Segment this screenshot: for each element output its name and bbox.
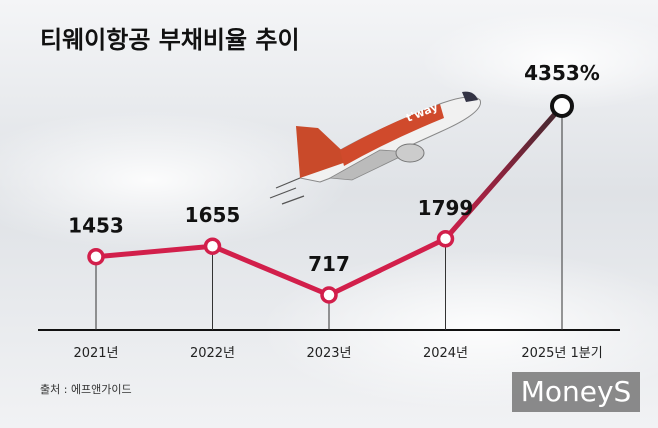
point [436,230,455,248]
point [203,237,222,255]
data-label: 4353% [524,61,600,85]
data-label: 1799 [418,196,474,220]
x-tick-label: 2023년 [306,346,351,361]
x-tick-label: 2022년 [190,346,235,361]
cloud [0,110,350,250]
cloud [420,10,658,110]
airplane: t'way [269,91,481,205]
x-tick-label: 2021년 [73,346,118,361]
point [87,247,105,266]
x-tick-label: 2025년 1분기 [521,346,602,361]
point [320,286,338,304]
watermark-box [512,372,640,412]
chart-title: 티웨이항공 부채비율 추이 [40,26,300,54]
watermark: MoneyS [521,375,632,408]
x-tick-label: 2024년 [423,346,468,361]
data-label: 1453 [68,214,124,238]
data-label: 717 [308,252,350,276]
line-segment-accent [443,104,564,241]
point [550,94,574,118]
source: 출처 : 에프앤가이드 [40,383,132,396]
data-label: 1655 [185,203,241,227]
